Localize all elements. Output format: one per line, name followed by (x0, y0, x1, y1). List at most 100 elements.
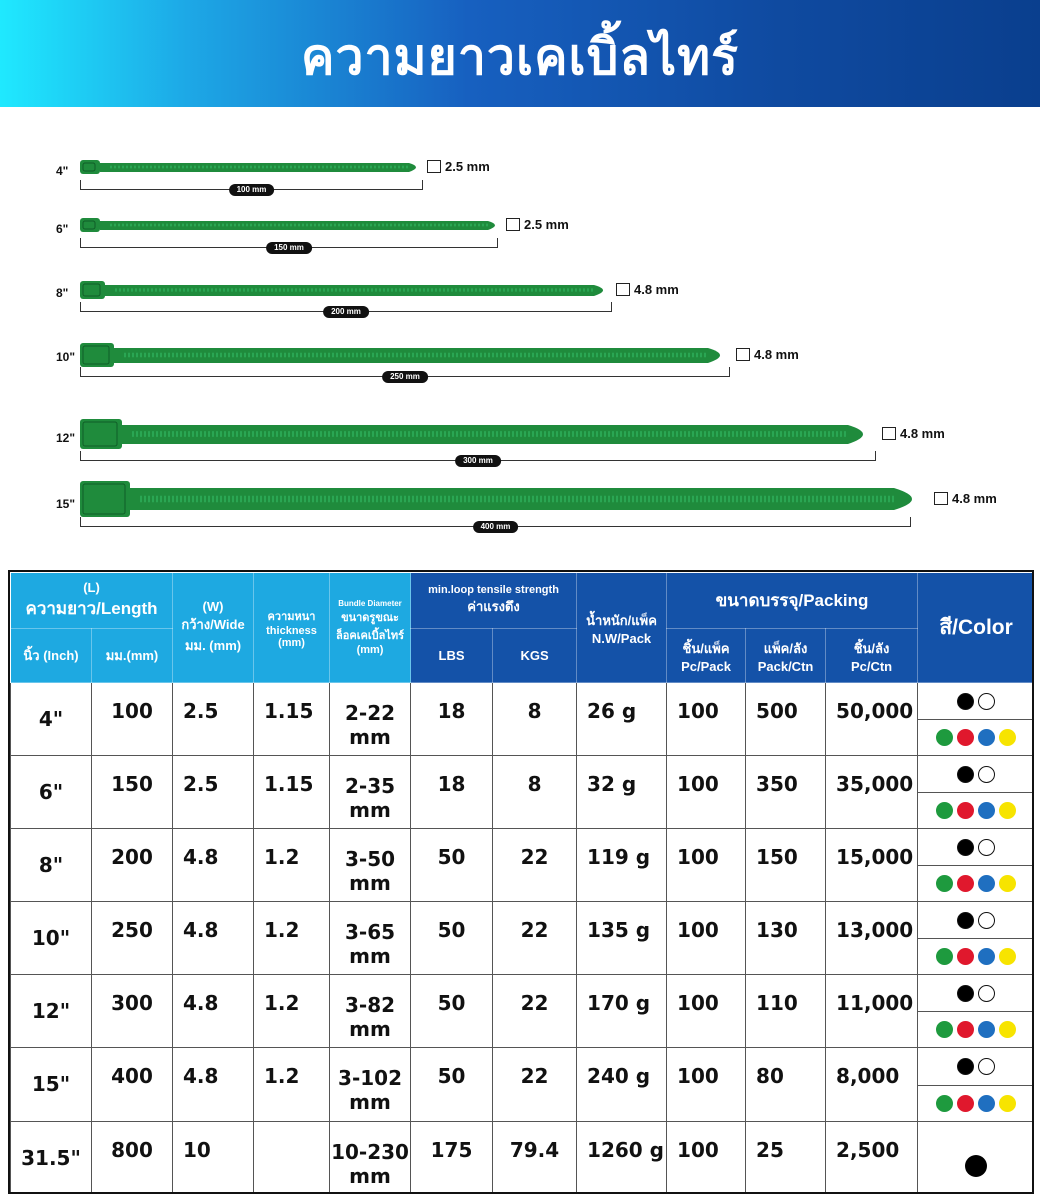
bundle-unit: mm (349, 798, 391, 822)
extra-colors (918, 719, 1032, 755)
pc-pack-cell: 100 (666, 828, 747, 902)
bundle-range: 3-65 (344, 920, 396, 944)
thickness-cell: 1.15 (253, 755, 331, 829)
pc-ctn-cell: 35,000 (825, 755, 919, 829)
width-cell: 10 (172, 1121, 255, 1192)
basic-colors (918, 683, 1032, 719)
bundle-range: 2-22 (344, 701, 396, 725)
thickness-cell (253, 1121, 331, 1192)
pack-ctn-cell: 350 (745, 755, 827, 829)
bundle-range: 10-230 (331, 1140, 409, 1164)
bundle-unit: mm (349, 944, 391, 968)
red-swatch (957, 1021, 975, 1038)
thickness-th-label: ความหนา (267, 610, 316, 623)
bundle-range: 2-35 (344, 774, 396, 798)
tie-size-label: 15" (56, 497, 76, 511)
pc-pack-header: ชิ้น/แพ็ค Pc/Pack (666, 628, 747, 683)
width-box-icon (882, 427, 896, 440)
black-swatch (957, 1058, 975, 1075)
blue-swatch (978, 729, 996, 746)
kgs-cell: 22 (492, 901, 578, 975)
length-l-label: (L) (83, 579, 100, 595)
pc-ctn-cell: 13,000 (825, 901, 919, 975)
tie-width-value: 4.8 mm (952, 491, 997, 506)
lbs-cell: 175 (410, 1121, 494, 1192)
pc-ctn-cell: 11,000 (825, 974, 919, 1048)
table-row: 12" 300 4.8 1.2 3-82 mm 50 22 170 g 100 110 11,000 (10, 974, 1032, 1048)
tie-size-label: 8" (56, 286, 69, 300)
green-swatch (936, 1094, 954, 1112)
red-swatch (957, 802, 975, 819)
extra-colors (918, 792, 1032, 828)
mm-header: มม.(mm) (90, 628, 174, 683)
width-box-icon (616, 283, 630, 296)
color-cell (917, 974, 1032, 1048)
inch-cell: 31.5" (10, 1121, 92, 1192)
yellow-swatch (999, 729, 1017, 746)
tie-width-value: 2.5 mm (524, 217, 569, 232)
lbs-cell: 18 (410, 755, 494, 829)
width-cell: 2.5 (172, 682, 255, 756)
length-cell: 800 (90, 1121, 174, 1192)
black-swatch (957, 984, 975, 1002)
pc-pack-cell: 100 (666, 1047, 747, 1122)
tie-width-value: 2.5 mm (445, 159, 490, 174)
title-banner: ความยาวเคเบิ้ลไทร์ (0, 0, 1040, 107)
green-swatch (936, 1021, 954, 1038)
tie-size-label: 10" (56, 350, 76, 364)
basic-colors (918, 829, 1032, 865)
pack-ctn-cell: 130 (745, 901, 827, 975)
width-box-icon (934, 492, 948, 505)
width-label: กว้าง/Wide (181, 617, 245, 632)
tie-length-label: 250 mm (382, 371, 428, 383)
extra-colors (918, 865, 1032, 901)
width-box-icon (506, 218, 520, 231)
length-label: ความยาว/Length (25, 598, 158, 618)
length-header: (L) ความยาว/Length (10, 572, 174, 629)
length-cell: 300 (90, 974, 174, 1048)
bundle-cell: 2-35 mm (329, 755, 412, 829)
kgs-cell: 79.4 (492, 1121, 578, 1192)
table-row: 10" 250 4.8 1.2 3-65 mm 50 22 135 g 100 130 13,000 (10, 901, 1032, 975)
width-mm-label: มม. (mm) (184, 638, 242, 653)
yellow-swatch (999, 802, 1017, 819)
inch-cell: 8" (10, 828, 92, 902)
tensile-th-label: ค่าแรงดึง (467, 599, 520, 614)
pc-pack-cell: 100 (666, 974, 747, 1048)
yellow-swatch (999, 875, 1017, 892)
table-row: 4" 100 2.5 1.15 2-22 mm 18 8 26 g 100 500 50,000 (10, 682, 1032, 756)
pack-ctn-th-label: แพ็ค/ลัง (763, 640, 808, 656)
inch-cell: 4" (10, 682, 92, 756)
pc-pack-cell: 100 (666, 1121, 747, 1192)
color-cell (917, 1121, 1032, 1192)
tie-length-label: 300 mm (455, 455, 501, 467)
thickness-mm-label: (mm) (278, 636, 305, 649)
weight-cell: 26 g (576, 682, 668, 756)
weight-cell: 1260 g (576, 1121, 668, 1192)
pc-ctn-cell: 15,000 (825, 828, 919, 902)
black-swatch (957, 765, 975, 783)
tie-width-label: 4.8 mm (882, 426, 945, 441)
extra-colors (918, 938, 1032, 974)
width-cell: 4.8 (172, 974, 255, 1048)
inch-label: นิ้ว (Inch) (23, 648, 79, 663)
thickness-cell: 1.2 (253, 828, 331, 902)
mm-label: มม.(mm) (105, 648, 159, 663)
bundle-range: 3-82 (344, 993, 396, 1017)
bundle-mm-label: (mm) (356, 644, 384, 656)
green-swatch (936, 875, 954, 892)
pc-pack-cell: 100 (666, 901, 747, 975)
inch-cell: 10" (10, 901, 92, 975)
thickness-cell: 1.2 (253, 1047, 331, 1122)
bundle-range: 3-50 (344, 847, 396, 871)
lbs-cell: 50 (410, 901, 494, 975)
white-swatch (978, 1058, 996, 1075)
bundle-header: Bundle Diameter ขนาดรูขณะ ล็อคเคเบิ้ลไทร… (329, 572, 412, 683)
length-cell: 400 (90, 1047, 174, 1122)
black-swatch (957, 692, 975, 710)
bundle-unit: mm (349, 1090, 391, 1114)
kgs-cell: 22 (492, 974, 578, 1048)
bundle-range: 3-102 (338, 1066, 402, 1090)
thickness-cell: 1.2 (253, 901, 331, 975)
basic-colors (918, 756, 1032, 792)
